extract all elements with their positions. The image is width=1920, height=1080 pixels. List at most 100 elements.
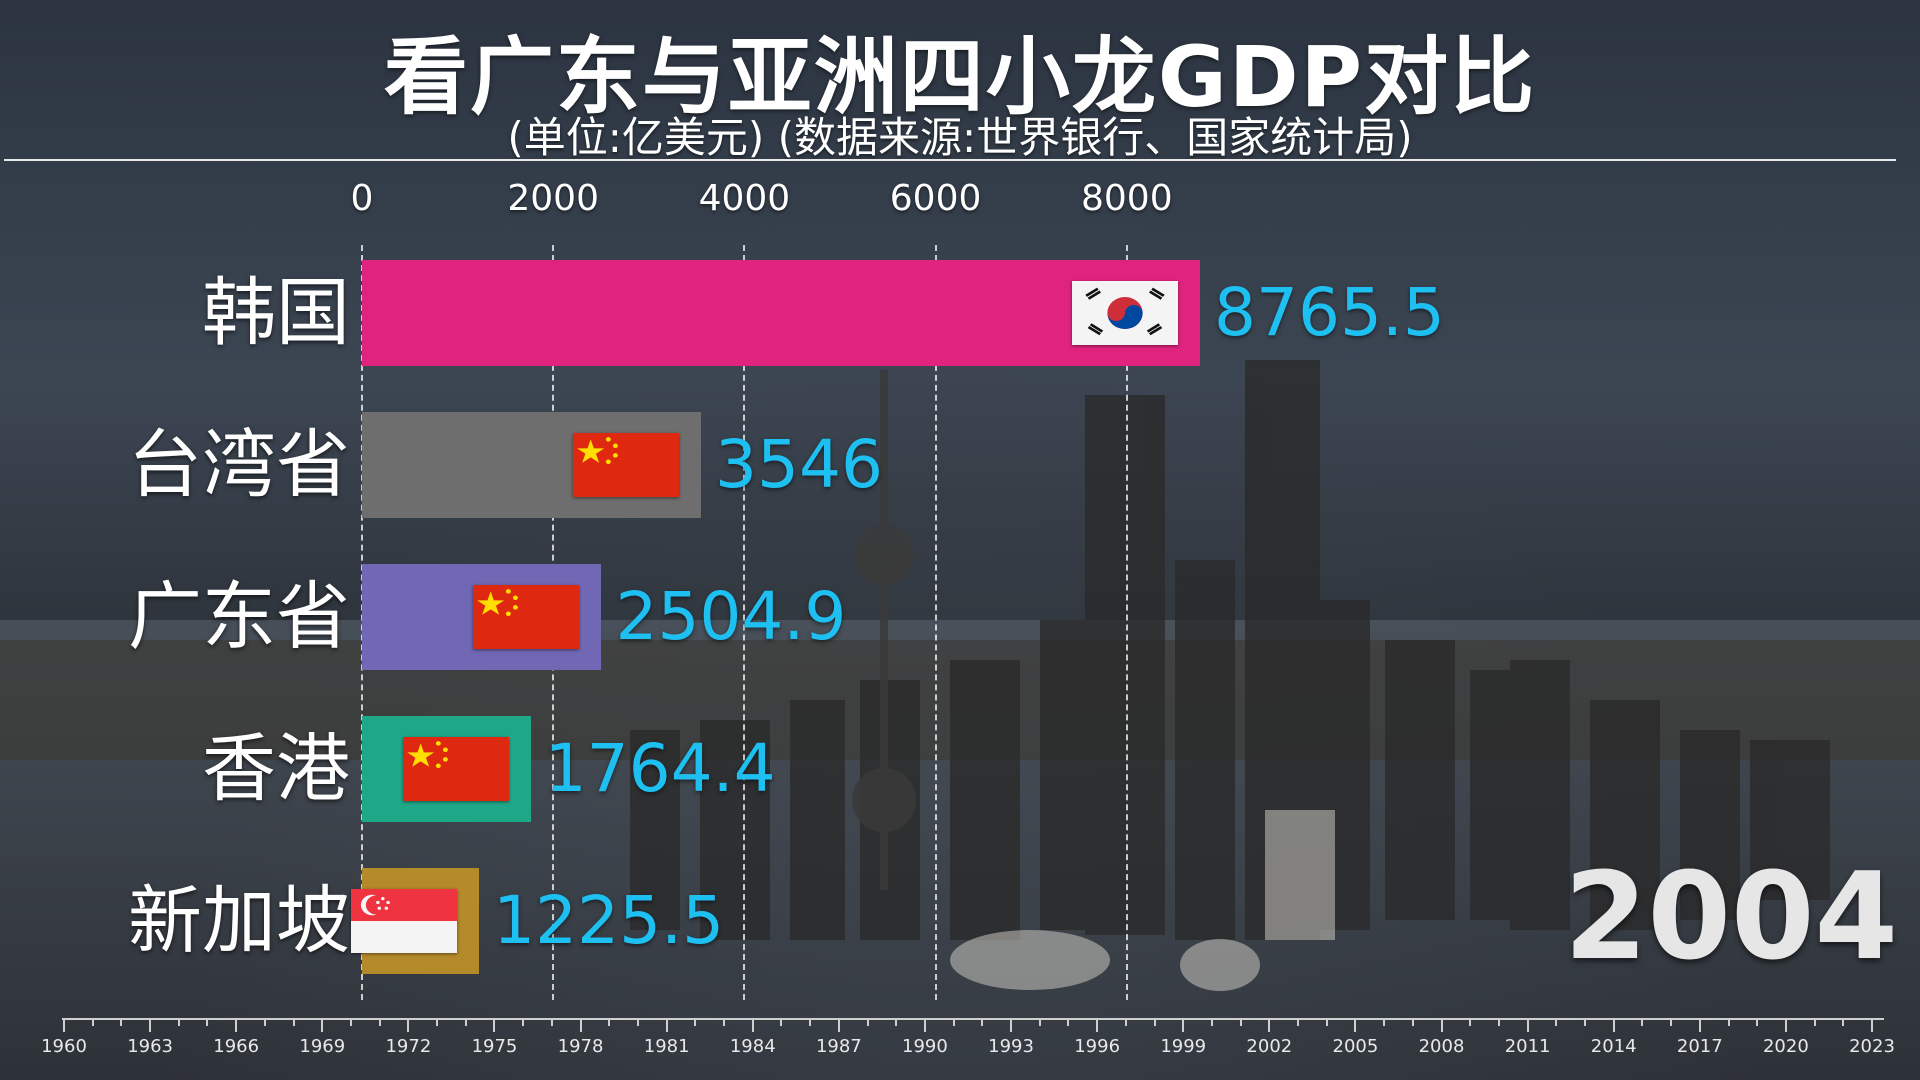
timeline-tick [63,1018,65,1032]
timeline-year-label: 1993 [988,1036,1034,1057]
timeline-year-label: 2017 [1676,1036,1723,1057]
timeline-tick [1325,1020,1328,1026]
timeline-year-label: 2011 [1504,1036,1551,1057]
category-label: 台湾省 [128,422,350,508]
timeline-tick [1153,1020,1156,1026]
timeline-tick [349,1020,352,1026]
timeline-tick [1239,1020,1242,1026]
timeline-tick [1871,1018,1873,1032]
timeline-year-label: 1966 [213,1036,260,1057]
timeline-tick [952,1020,955,1026]
timeline-tick [1383,1020,1386,1026]
timeline-year-label: 2005 [1332,1036,1379,1057]
korea-flag-icon [1071,281,1178,345]
value-label: 8765.5 [1213,274,1445,351]
timeline-year-label: 1996 [1074,1036,1121,1057]
header-divider [4,159,1896,161]
timeline-year-label: 1975 [471,1036,518,1057]
category-label: 广东省 [128,574,350,660]
timeline-tick [522,1020,525,1026]
timeline-tick [436,1020,439,1026]
timeline-tick [292,1020,295,1026]
timeline-tick [1584,1020,1587,1026]
chart-title: 看广东与亚洲四小龙GDP对比 [383,28,1537,126]
timeline-tick [780,1020,783,1026]
timeline-tick [91,1020,94,1026]
timeline-tick [1182,1018,1185,1032]
timeline-tick [665,1018,668,1032]
china-flag-icon [402,737,509,801]
timeline-tick [1670,1020,1673,1026]
china-flag-icon [572,433,679,497]
gridline [934,245,937,1000]
category-label: 香港 [202,726,350,812]
timeline-tick [1784,1018,1787,1032]
timeline-tick [1497,1020,1500,1026]
timeline-year-label: 1981 [643,1036,690,1057]
timeline-tick [407,1018,410,1032]
timeline-tick [1210,1020,1213,1026]
category-label: 韩国 [202,270,350,356]
timeline-tick [235,1018,238,1032]
x-tick-label: 2000 [507,178,599,219]
gridline [1125,245,1128,1000]
timeline-tick [177,1020,180,1026]
timeline-tick [981,1020,984,1026]
timeline-tick [1067,1020,1070,1026]
timeline-tick [694,1020,697,1026]
timeline-tick [464,1020,467,1026]
timeline-tick [1411,1020,1414,1026]
x-tick-label: 6000 [889,178,982,219]
timeline-year-label: 1999 [1160,1036,1207,1057]
timeline-year-label: 1990 [902,1036,948,1057]
timeline-tick [1555,1020,1558,1026]
timeline-tick [1727,1020,1730,1026]
timeline-tick [1297,1020,1300,1026]
timeline-tick [1698,1018,1701,1032]
timeline-tick [837,1018,840,1032]
x-tick-label: 0 [350,178,374,219]
timeline-year-label: 1984 [729,1036,776,1057]
timeline-tick [723,1020,726,1026]
timeline-tick [1268,1018,1271,1032]
timeline-year-label: 1963 [127,1036,173,1057]
timeline-tick [1526,1018,1529,1032]
timeline-tick [636,1020,639,1026]
timeline-tick [263,1020,266,1026]
timeline-year-label: 1978 [557,1036,604,1057]
timeline-year-label: 1969 [299,1036,346,1057]
timeline-tick [1354,1018,1357,1032]
timeline-tick [550,1020,553,1026]
timeline-year-label: 1972 [385,1036,432,1057]
value-label: 1764.4 [544,730,776,807]
value-label: 2504.9 [615,578,847,655]
value-label: 1225.5 [493,882,725,959]
timeline-year-label: 1960 [41,1036,87,1057]
timeline-tick [493,1018,496,1032]
timeline-tick [1641,1020,1644,1026]
timeline-tick [378,1020,381,1026]
timeline-tick [579,1018,582,1032]
timeline-axis [62,1018,1884,1020]
timeline-tick [1813,1020,1816,1026]
year-label: 2004 [1564,848,1898,987]
timeline-tick [1038,1020,1041,1026]
timeline-tick [1096,1018,1099,1032]
gdp-bar [362,260,1200,366]
china-flag-icon [473,585,580,649]
timeline-tick [321,1018,324,1032]
timeline-tick [751,1018,754,1032]
timeline-tick [866,1020,869,1026]
timeline-tick [1124,1020,1127,1026]
timeline-tick [1842,1020,1845,1026]
timeline-tick [809,1020,812,1026]
singapore-flag-icon [351,889,458,953]
timeline-tick [120,1020,123,1026]
timeline-tick [206,1020,209,1026]
timeline-tick [608,1020,611,1026]
x-tick-label: 4000 [698,178,791,219]
gridline [743,245,746,1000]
timeline-tick [1469,1020,1472,1026]
